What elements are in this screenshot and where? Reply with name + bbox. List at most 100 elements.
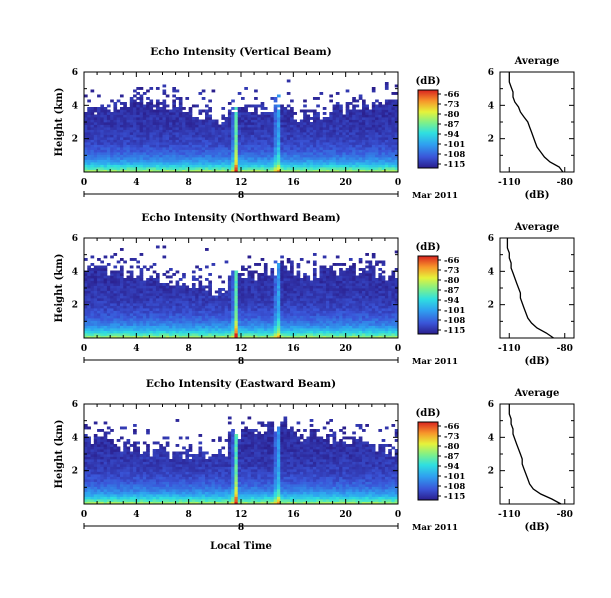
- heatmap-cell: [178, 114, 183, 118]
- heatmap-cell: [335, 102, 340, 105]
- heatmap-cell: [191, 137, 196, 140]
- heatmap-cell: [358, 112, 363, 115]
- heatmap-cell: [303, 323, 307, 326]
- heatmap-cell: [283, 134, 288, 138]
- heatmap-cell: [267, 330, 271, 334]
- heatmap-cell: [149, 152, 154, 155]
- heatmap-cell: [136, 157, 140, 160]
- heatmap-cell: [316, 147, 320, 150]
- heatmap-cell: [126, 112, 131, 115]
- heatmap-cell: [169, 305, 173, 309]
- heatmap-cell: [241, 107, 245, 110]
- heatmap-cell: [178, 139, 183, 143]
- heatmap-cell: [116, 285, 121, 289]
- heatmap-cell: [332, 114, 337, 118]
- heatmap-cell: [384, 144, 389, 148]
- heatmap-cell: [208, 167, 212, 170]
- heatmap-cell: [394, 124, 399, 128]
- heatmap-cell: [375, 157, 379, 160]
- y-axis-label: Height (km): [54, 88, 65, 157]
- heatmap-cell: [100, 167, 105, 170]
- heatmap-cell: [106, 293, 111, 296]
- heatmap-cell: [263, 280, 268, 284]
- heatmap-cell: [84, 310, 88, 314]
- heatmap-cell: [352, 318, 356, 321]
- heatmap-cell: [106, 169, 111, 173]
- heatmap-cell: [342, 288, 347, 291]
- heatmap-cell: [345, 273, 350, 276]
- heatmap-cell: [185, 157, 190, 160]
- heatmap-cell: [84, 142, 88, 145]
- heatmap-cell: [231, 129, 235, 133]
- heatmap-cell: [263, 333, 268, 336]
- heatmap-cell: [352, 290, 356, 294]
- heatmap-cell: [133, 129, 137, 133]
- heatmap-cell: [244, 328, 248, 331]
- heatmap-cell: [224, 147, 229, 150]
- heatmap-cell: [270, 149, 275, 153]
- heatmap-cell: [106, 313, 111, 316]
- heatmap-cell: [368, 278, 373, 281]
- heatmap-cell: [116, 295, 121, 299]
- heatmap-cell: [283, 268, 288, 271]
- heatmap-cell: [319, 285, 324, 289]
- heatmap-cell: [388, 167, 392, 170]
- x-tick-label: 12: [235, 178, 248, 188]
- heatmap-cell: [306, 162, 311, 165]
- heatmap-cell: [299, 315, 304, 319]
- heatmap-cell: [182, 154, 186, 158]
- heatmap-cell: [155, 107, 160, 110]
- heatmap-cell: [211, 119, 216, 123]
- heatmap-cell: [155, 114, 160, 118]
- heatmap-cell: [165, 298, 170, 301]
- heatmap-cell: [103, 147, 108, 150]
- heatmap-cell: [237, 127, 242, 130]
- heatmap-cell: [175, 159, 180, 163]
- heatmap-cell: [241, 325, 245, 329]
- heatmap-cell: [133, 167, 137, 170]
- heatmap-cell: [133, 154, 137, 158]
- heatmap-cell: [342, 132, 347, 135]
- heatmap-cell: [290, 164, 294, 168]
- heatmap-cell: [123, 300, 127, 304]
- heatmap-cell: [254, 139, 258, 143]
- heatmap-cell: [267, 117, 271, 120]
- heatmap-cell: [375, 99, 379, 103]
- heatmap-cell: [326, 152, 330, 155]
- heatmap-cell: [273, 132, 278, 135]
- heatmap-cell: [250, 132, 255, 135]
- heatmap-cell: [276, 152, 281, 155]
- heatmap-cell: [309, 293, 314, 296]
- heatmap-cell: [155, 152, 160, 155]
- heatmap-cell: [188, 157, 193, 160]
- heatmap-cell: [142, 288, 147, 291]
- heatmap-cell: [319, 134, 324, 138]
- heatmap-cell: [116, 99, 121, 103]
- heatmap-cell: [260, 164, 265, 168]
- heatmap-cell: [155, 142, 160, 145]
- heatmap-cell: [169, 300, 173, 304]
- heatmap-cell: [260, 112, 265, 115]
- heatmap-cell: [106, 300, 111, 304]
- heatmap-cell: [126, 122, 131, 125]
- heatmap-cell: [165, 293, 170, 296]
- heatmap-cell: [244, 154, 248, 158]
- heatmap-cell: [90, 285, 95, 289]
- heatmap-cell: [172, 149, 176, 153]
- heatmap-cell: [139, 288, 144, 291]
- heatmap-cell: [286, 119, 291, 123]
- heatmap-cell: [237, 152, 242, 155]
- heatmap-cell: [319, 313, 324, 316]
- heatmap-cell: [303, 320, 307, 324]
- heatmap-cell: [221, 333, 226, 336]
- heatmap-cell: [257, 305, 262, 309]
- heatmap-cell: [185, 333, 190, 336]
- heatmap-cell: [280, 162, 284, 165]
- heatmap-cell: [110, 157, 114, 160]
- heatmap-cell: [126, 280, 131, 284]
- heatmap-cell: [100, 325, 105, 329]
- heatmap-cell: [358, 144, 363, 148]
- heatmap-cell: [211, 169, 216, 173]
- heatmap-cell: [113, 318, 118, 321]
- heatmap-cell: [319, 315, 324, 319]
